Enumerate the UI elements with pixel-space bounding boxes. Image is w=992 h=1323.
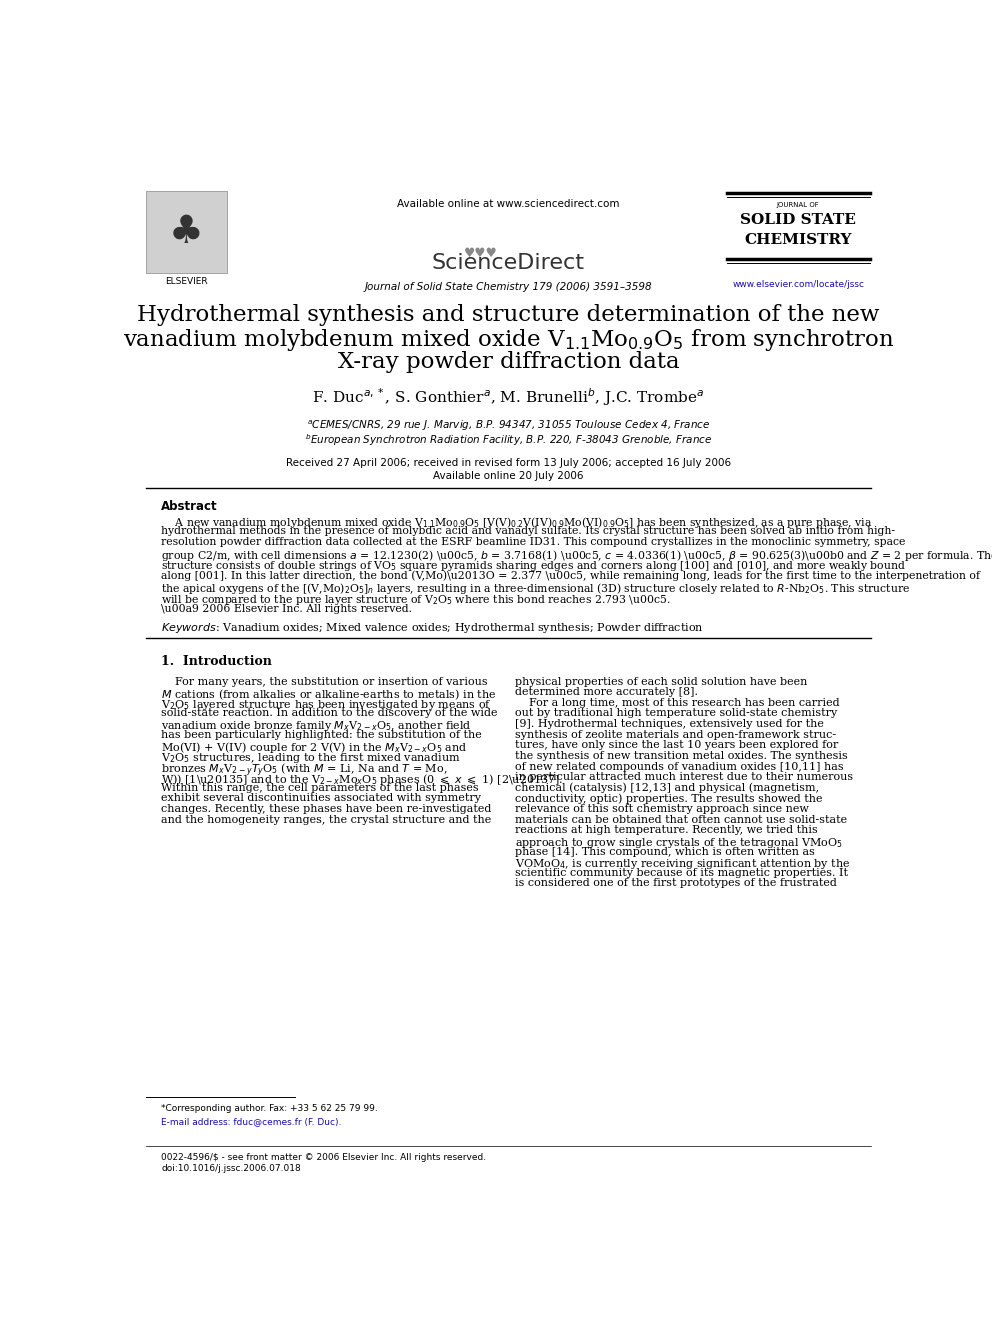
Text: resolution powder diffraction data collected at the ESRF beamline ID31. This com: resolution powder diffraction data colle… — [161, 537, 906, 546]
Text: hydrothermal methods in the presence of molybdic acid and vanadyl sulfate. Its c: hydrothermal methods in the presence of … — [161, 525, 895, 536]
Text: \u00a9 2006 Elsevier Inc. All rights reserved.: \u00a9 2006 Elsevier Inc. All rights res… — [161, 603, 413, 614]
Text: of new related compounds of vanadium oxides [10,11] has: of new related compounds of vanadium oxi… — [515, 762, 843, 771]
Text: structure consists of double strings of VO$_5$ square pyramids sharing edges and: structure consists of double strings of … — [161, 560, 907, 573]
Text: VOMoO$_4$, is currently receiving significant attention by the: VOMoO$_4$, is currently receiving signif… — [515, 857, 850, 872]
Text: Available online 20 July 2006: Available online 20 July 2006 — [434, 471, 583, 480]
Text: ScienceDirect: ScienceDirect — [432, 253, 585, 273]
Text: reactions at high temperature. Recently, we tried this: reactions at high temperature. Recently,… — [515, 826, 817, 835]
Text: W)) [1\u20135] and to the V$_{2-x}$Mo$_x$O$_5$ phases (0 $\leqslant$ $x$ $\leqsl: W)) [1\u20135] and to the V$_{2-x}$Mo$_x… — [161, 773, 563, 787]
Text: phase [14]. This compound, which is often written as: phase [14]. This compound, which is ofte… — [515, 847, 814, 856]
Text: [9]. Hydrothermal techniques, extensively used for the: [9]. Hydrothermal techniques, extensivel… — [515, 720, 823, 729]
Text: V$_2$O$_5$ structures, leading to the first mixed vanadium: V$_2$O$_5$ structures, leading to the fi… — [161, 751, 461, 765]
Text: out by traditional high temperature solid-state chemistry: out by traditional high temperature soli… — [515, 708, 837, 718]
Text: $^{b}$European Synchrotron Radiation Facility, B.P. 220, F-38043 Grenoble, Franc: $^{b}$European Synchrotron Radiation Fac… — [305, 433, 712, 448]
Bar — [146, 191, 227, 273]
Text: in particular attracted much interest due to their numerous: in particular attracted much interest du… — [515, 773, 853, 782]
Text: ♣: ♣ — [169, 213, 203, 251]
Text: materials can be obtained that often cannot use solid-state: materials can be obtained that often can… — [515, 815, 847, 824]
Text: scientific community because of its magnetic properties. It: scientific community because of its magn… — [515, 868, 847, 878]
Text: and the homogeneity ranges, the crystal structure and the: and the homogeneity ranges, the crystal … — [161, 815, 491, 824]
Text: www.elsevier.com/locate/jssc: www.elsevier.com/locate/jssc — [732, 280, 864, 290]
Text: Hydrothermal synthesis and structure determination of the new: Hydrothermal synthesis and structure det… — [137, 303, 880, 325]
Text: will be compared to the pure layer structure of V$_2$O$_5$ where this bond reach: will be compared to the pure layer struc… — [161, 593, 671, 607]
Text: vanadium molybdenum mixed oxide V$_{1.1}$Mo$_{0.9}$O$_5$ from synchrotron: vanadium molybdenum mixed oxide V$_{1.1}… — [123, 327, 894, 353]
Text: Abstract: Abstract — [161, 500, 218, 513]
Text: For a long time, most of this research has been carried: For a long time, most of this research h… — [515, 697, 839, 708]
Text: Available online at www.sciencedirect.com: Available online at www.sciencedirect.co… — [397, 198, 620, 209]
Text: Received 27 April 2006; received in revised form 13 July 2006; accepted 16 July : Received 27 April 2006; received in revi… — [286, 458, 731, 467]
Text: $M$ cations (from alkalies or alkaline-earths to metals) in the: $M$ cations (from alkalies or alkaline-e… — [161, 687, 496, 701]
Text: approach to grow single crystals of the tetragonal VMoO$_5$: approach to grow single crystals of the … — [515, 836, 842, 849]
Text: tures, have only since the last 10 years been explored for: tures, have only since the last 10 years… — [515, 741, 838, 750]
Text: *Corresponding author. Fax: +33 5 62 25 79 99.: *Corresponding author. Fax: +33 5 62 25 … — [161, 1105, 378, 1114]
Text: doi:10.1016/j.jssc.2006.07.018: doi:10.1016/j.jssc.2006.07.018 — [161, 1164, 301, 1174]
Text: solid-state reaction. In addition to the discovery of the wide: solid-state reaction. In addition to the… — [161, 708, 498, 718]
Text: determined more accurately [8].: determined more accurately [8]. — [515, 687, 697, 697]
Text: bronzes $M_x$V$_{2-y}T_y$O$_5$ (with $M$ = Li, Na and $T$ = Mo,: bronzes $M_x$V$_{2-y}T_y$O$_5$ (with $M$… — [161, 762, 447, 779]
Text: JOURNAL OF: JOURNAL OF — [777, 202, 819, 208]
Text: Journal of Solid State Chemistry 179 (2006) 3591–3598: Journal of Solid State Chemistry 179 (20… — [365, 282, 652, 292]
Text: synthesis of zeolite materials and open-framework struc-: synthesis of zeolite materials and open-… — [515, 730, 835, 740]
Text: V$_2$O$_5$ layered structure has been investigated by means of: V$_2$O$_5$ layered structure has been in… — [161, 697, 492, 712]
Text: group C2/m, with cell dimensions $a$ = 12.1230(2) \u00c5, $b$ = 3.7168(1) \u00c5: group C2/m, with cell dimensions $a$ = 1… — [161, 548, 992, 564]
Text: For many years, the substitution or insertion of various: For many years, the substitution or inse… — [161, 676, 488, 687]
Text: A new vanadium molybdenum mixed oxide V$_{1.1}$Mo$_{0.9}$O$_5$ [V(V)$_{0.2}$V(IV: A new vanadium molybdenum mixed oxide V$… — [161, 515, 873, 529]
Text: conductivity, optic) properties. The results showed the: conductivity, optic) properties. The res… — [515, 794, 822, 804]
Text: $\it{Keywords}$: Vanadium oxides; Mixed valence oxides; Hydrothermal synthesis; : $\it{Keywords}$: Vanadium oxides; Mixed … — [161, 620, 704, 635]
Text: CHEMISTRY: CHEMISTRY — [745, 233, 852, 246]
Text: exhibit several discontinuities associated with symmetry: exhibit several discontinuities associat… — [161, 794, 481, 803]
Text: E-mail address: fduc@cemes.fr (F. Duc).: E-mail address: fduc@cemes.fr (F. Duc). — [161, 1117, 341, 1126]
Text: along [001]. In this latter direction, the bond (V,Mo)\u2013O = 2.377 \u00c5, wh: along [001]. In this latter direction, t… — [161, 570, 980, 581]
Text: 0022-4596/$ - see front matter © 2006 Elsevier Inc. All rights reserved.: 0022-4596/$ - see front matter © 2006 El… — [161, 1152, 486, 1162]
Text: physical properties of each solid solution have been: physical properties of each solid soluti… — [515, 676, 806, 687]
Text: Mo(VI) + V(IV) couple for 2 V(V) in the $M_x$V$_{2-x}$O$_5$ and: Mo(VI) + V(IV) couple for 2 V(V) in the … — [161, 741, 467, 755]
Text: the apical oxygens of the [(V,Mo)$_2$O$_5$]$_n$ layers, resulting in a three-dim: the apical oxygens of the [(V,Mo)$_2$O$_… — [161, 582, 911, 597]
Text: the synthesis of new transition metal oxides. The synthesis: the synthesis of new transition metal ox… — [515, 751, 847, 761]
Text: 1.  Introduction: 1. Introduction — [161, 655, 272, 668]
Text: is considered one of the first prototypes of the frustrated: is considered one of the first prototype… — [515, 878, 836, 889]
Text: X-ray powder diffraction data: X-ray powder diffraction data — [337, 352, 680, 373]
Text: SOLID STATE: SOLID STATE — [740, 213, 856, 226]
Text: Within this range, the cell parameters of the last phases: Within this range, the cell parameters o… — [161, 783, 479, 792]
Text: has been particularly highlighted: the substitution of the: has been particularly highlighted: the s… — [161, 730, 482, 740]
Text: changes. Recently, these phases have been re-investigated: changes. Recently, these phases have bee… — [161, 804, 492, 814]
Text: F. Duc$^{a,*}$, S. Gonthier$^{a}$, M. Brunelli$^{b}$, J.C. Trombe$^{a}$: F. Duc$^{a,*}$, S. Gonthier$^{a}$, M. Br… — [312, 386, 704, 407]
Text: relevance of this soft chemistry approach since new: relevance of this soft chemistry approac… — [515, 804, 808, 814]
Text: ELSEVIER: ELSEVIER — [165, 278, 207, 286]
Text: ♥♥♥: ♥♥♥ — [463, 247, 497, 261]
Text: vanadium oxide bronze family $M_x$V$_{2-x}$O$_5$, another field: vanadium oxide bronze family $M_x$V$_{2-… — [161, 720, 472, 733]
Text: chemical (catalysis) [12,13] and physical (magnetism,: chemical (catalysis) [12,13] and physica… — [515, 783, 818, 794]
Text: $^{a}$CEMES/CNRS, 29 rue J. Marvig, B.P. 94347, 31055 Toulouse Cedex 4, France: $^{a}$CEMES/CNRS, 29 rue J. Marvig, B.P.… — [307, 419, 710, 434]
